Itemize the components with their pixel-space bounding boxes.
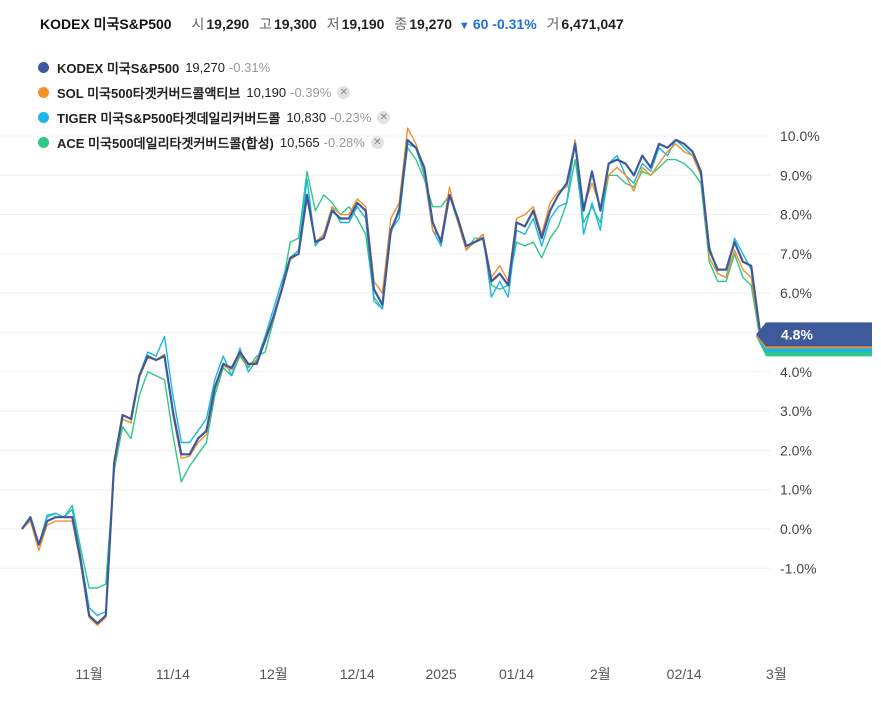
change-value: 60 <box>472 16 489 32</box>
series-line-ace <box>21 147 769 589</box>
y-tick-label: 2.0% <box>780 442 812 458</box>
x-tick-label: 12월 <box>259 666 287 682</box>
y-tick-label: 3.0% <box>780 403 812 419</box>
legend-change: -0.39% <box>290 84 332 100</box>
volume-label: 거 <box>546 16 560 32</box>
series-dot-icon <box>38 86 49 98</box>
y-tick-label: 1.0% <box>780 482 812 498</box>
legend-name: ACE 미국500데일리타겟커버드콜(합성) <box>57 135 274 151</box>
low-label: 저 <box>326 16 340 32</box>
legend-item[interactable]: KODEX 미국S&P500 19,270 -0.31% <box>38 57 390 77</box>
series-line-kodex <box>21 138 769 625</box>
legend-item[interactable]: SOL 미국500타겟커버드콜액티브 10,190 -0.39% ✕ <box>38 82 390 102</box>
y-tick-label: 10.0% <box>780 128 820 144</box>
quote-header: KODEX 미국S&P500 시 19,290 고 19,300 저 19,190 종… <box>40 14 624 34</box>
legend-price: 10,830 <box>286 109 327 125</box>
triangle-down-icon: ▼ <box>458 20 470 32</box>
x-tick-label: 11/14 <box>156 666 190 682</box>
open-label: 시 <box>191 16 205 32</box>
legend-change: -0.23% <box>330 109 372 125</box>
y-tick-label: -1.0% <box>780 560 817 576</box>
close-value: 19,270 <box>409 16 453 32</box>
series-line-sol <box>21 127 769 626</box>
legend-change: -0.28% <box>323 134 365 150</box>
high-label: 고 <box>259 16 272 32</box>
legend-change: -0.31% <box>228 59 271 75</box>
remove-series-close-icon[interactable]: ✕ <box>337 85 351 99</box>
y-tick-label: 6.0% <box>780 285 812 301</box>
series-dot-icon <box>38 111 49 123</box>
x-tick-label: 02/14 <box>667 666 702 682</box>
chart-legend: KODEX 미국S&P500 19,270 -0.31% SOL 미국500타겟… <box>38 57 391 157</box>
low-value: 19,190 <box>341 16 385 32</box>
legend-price: 10,190 <box>246 84 287 100</box>
y-tick-label: 0.0% <box>780 521 812 537</box>
high-value: 19,300 <box>273 16 317 32</box>
x-tick-label: 12/14 <box>340 666 375 682</box>
remove-series-close-icon[interactable]: ✕ <box>370 135 384 149</box>
series-line-tiger <box>21 139 769 617</box>
x-tick-label: 2025 <box>426 666 457 682</box>
series-dot-icon <box>38 61 49 73</box>
series-dot-icon <box>38 136 49 148</box>
last-value-label: 4.8% <box>781 326 813 342</box>
x-tick-label: 3월 <box>766 666 787 682</box>
ticker-name: KODEX 미국S&P500 <box>40 16 172 32</box>
y-tick-label: 9.0% <box>780 167 812 183</box>
change-percent: -0.31% <box>492 16 537 32</box>
x-tick-label: 2월 <box>590 666 611 682</box>
legend-item[interactable]: ACE 미국500데일리타겟커버드콜(합성) 10,565 -0.28% ✕ <box>38 132 390 152</box>
legend-name: KODEX 미국S&P500 <box>57 60 180 76</box>
legend-name: SOL 미국500타겟커버드콜액티브 <box>57 85 241 101</box>
y-tick-label: 8.0% <box>780 207 812 223</box>
legend-price: 19,270 <box>185 59 225 75</box>
y-tick-label: 4.0% <box>780 364 812 380</box>
y-tick-label: 7.0% <box>780 246 812 262</box>
x-tick-label: 01/14 <box>499 666 534 682</box>
x-tick-label: 11월 <box>75 666 102 682</box>
volume-value: 6,471,047 <box>561 16 624 32</box>
legend-item[interactable]: TIGER 미국S&P500타겟데일리커버드콜 10,830 -0.23% ✕ <box>38 107 391 127</box>
open-value: 19,290 <box>206 16 250 32</box>
last-value-flag-kodex <box>756 322 872 347</box>
remove-series-close-icon[interactable]: ✕ <box>377 110 391 124</box>
legend-price: 10,565 <box>279 134 320 150</box>
close-label: 종 <box>394 16 408 32</box>
legend-name: TIGER 미국S&P500타겟데일리커버드콜 <box>57 110 281 126</box>
